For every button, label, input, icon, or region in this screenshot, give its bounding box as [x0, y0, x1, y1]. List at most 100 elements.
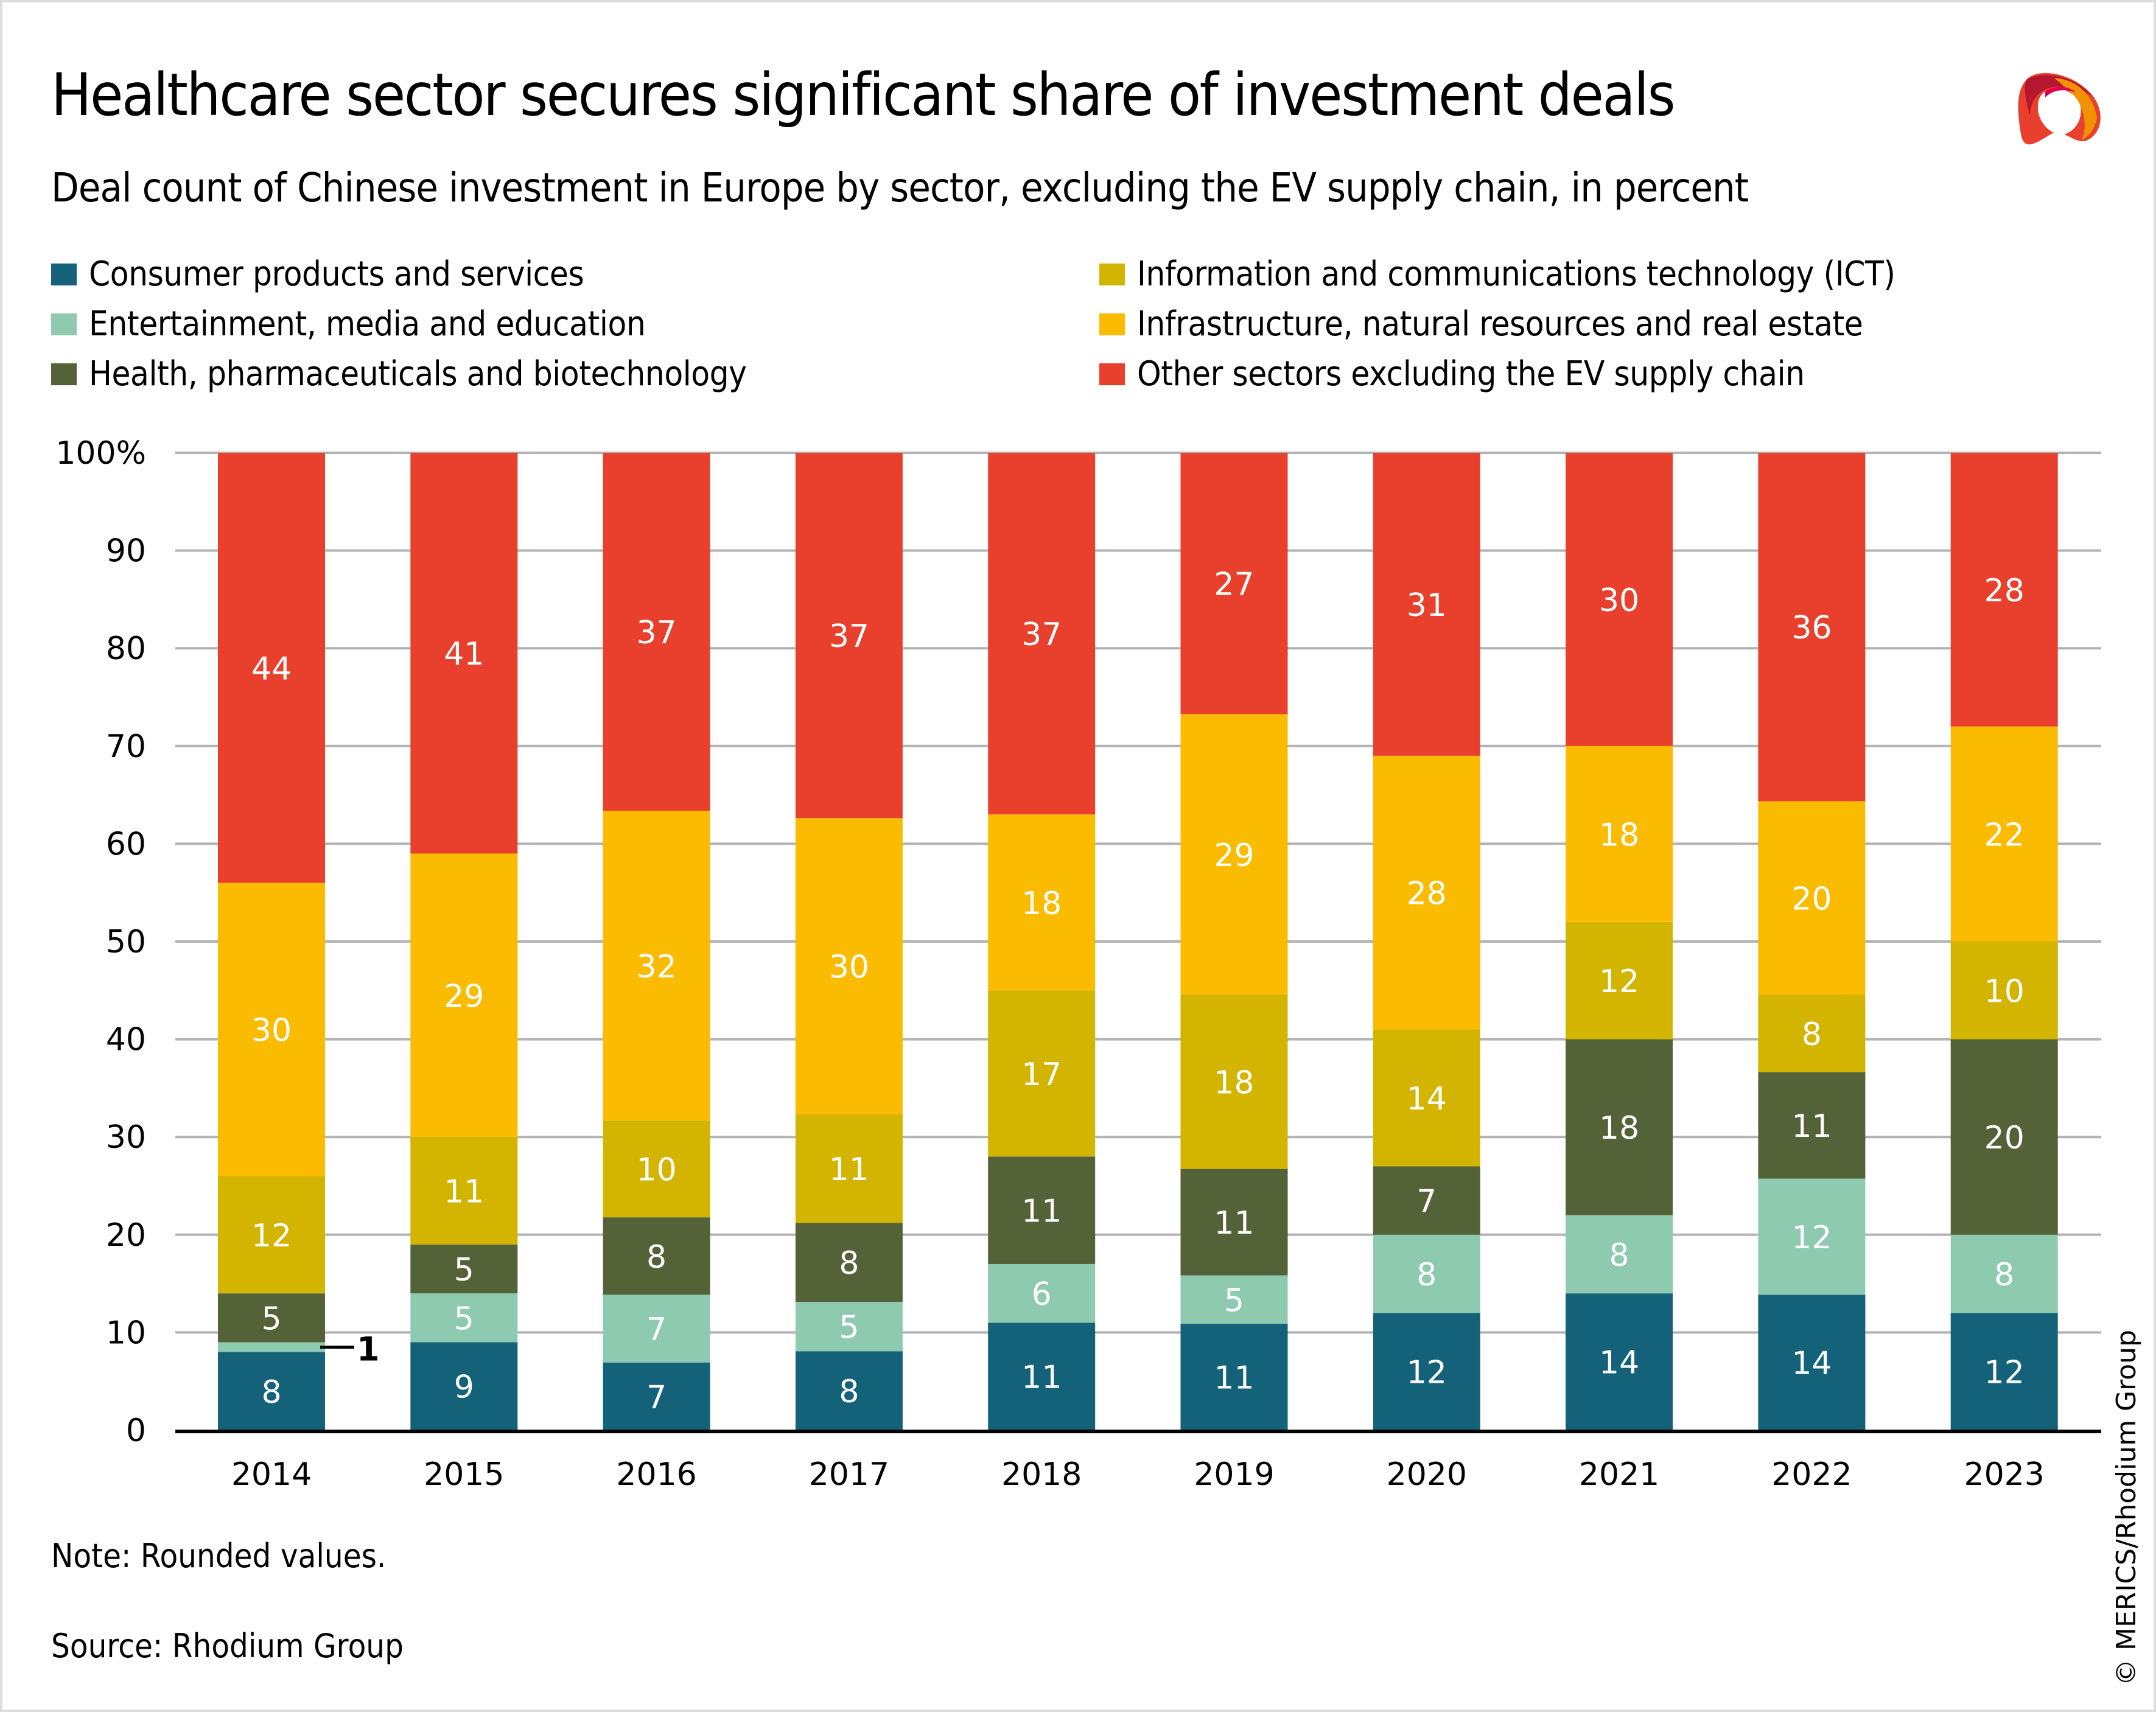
bar-segment [1373, 1166, 1480, 1235]
bar-segment [1950, 453, 2058, 727]
bar-segment [1373, 453, 1480, 756]
y-tick-label: 30 [106, 1119, 146, 1156]
x-tick-label: 2017 [809, 1456, 889, 1493]
bar-value-label: 8 [1802, 1016, 1822, 1053]
chart-note: Note: Rounded values. [51, 1537, 387, 1575]
bar-value-label: 11 [829, 1151, 869, 1188]
bar-segment [1180, 453, 1288, 714]
bar-segment [603, 453, 710, 811]
merics-logo-icon [2018, 73, 2101, 145]
legend-swatch [1099, 263, 1125, 285]
bar-segment [410, 453, 518, 854]
bar-value-label: 31 [1407, 587, 1447, 624]
bar-segment [1758, 1178, 1866, 1295]
bar-segment [1373, 755, 1480, 1030]
bar-value-label: 7 [646, 1379, 667, 1416]
bar-value-label: 37 [1021, 617, 1062, 653]
bar-value-label: 10 [1984, 973, 2025, 1010]
chart-subtitle: Deal count of Chinese investment in Euro… [51, 164, 1749, 211]
y-tick-label: 10 [106, 1315, 146, 1351]
bar-value-label: 37 [829, 618, 869, 655]
bar-segment [1566, 921, 1673, 1039]
bar-segment [603, 811, 710, 1121]
legend-swatch [1099, 313, 1125, 335]
bar-segment [218, 1342, 325, 1352]
bar-segment [1373, 1234, 1480, 1313]
bar-value-label: 14 [1791, 1346, 1832, 1382]
bar-segment [410, 1244, 518, 1294]
legend-item: Other sectors excluding the EV supply ch… [1099, 354, 1878, 394]
bar-value-label: 14 [1407, 1081, 1447, 1117]
chart-title: Healthcare sector secures significant sh… [51, 61, 1676, 129]
bar-value-label: 9 [454, 1369, 474, 1406]
bar-segment [1950, 1039, 2058, 1235]
bar-segment [1566, 1039, 1673, 1215]
bar-segment [1180, 1169, 1288, 1276]
bar-value-label: 11 [1214, 1360, 1254, 1397]
bar-value-label: 8 [1609, 1237, 1629, 1274]
bar-segment [218, 453, 325, 883]
bar-value-label: 11 [1214, 1205, 1254, 1242]
legend-label: Other sectors excluding the EV supply ch… [1137, 354, 1805, 394]
bar-value-label: 11 [1021, 1193, 1062, 1230]
bar-segment [988, 814, 1096, 991]
chart-source: Source: Rhodium Group [51, 1627, 404, 1665]
x-tick-label: 2019 [1194, 1456, 1274, 1493]
bar-segment [795, 1351, 903, 1430]
bar-value-label: 11 [444, 1174, 484, 1211]
bar-value-label: 28 [1407, 876, 1447, 912]
legend-label: Consumer products and services [89, 254, 584, 294]
bar-value-label: 20 [1984, 1120, 2025, 1156]
bar-value-label: 8 [1416, 1257, 1437, 1293]
bar-value-label: 32 [637, 949, 677, 985]
y-tick-label: 40 [106, 1022, 146, 1058]
bar-value-label: 36 [1791, 610, 1832, 646]
bar-value-label: 28 [1984, 573, 2025, 609]
bar-segment [1373, 1029, 1480, 1167]
bar-segment [988, 990, 1096, 1157]
y-tick-label: 90 [106, 533, 146, 570]
bar-value-label: 5 [839, 1310, 859, 1346]
legend-item: Information and communications technolog… [1099, 254, 1979, 294]
bar-value-label: 8 [261, 1374, 281, 1411]
bar-value-label: 7 [646, 1312, 667, 1348]
bar-value-label: 10 [637, 1152, 677, 1189]
bar-segment [410, 853, 518, 1137]
bar-value-label: 27 [1214, 567, 1254, 603]
bar-segment [795, 453, 903, 819]
bar-value-label: 12 [1599, 963, 1639, 1000]
x-tick-label: 2021 [1579, 1456, 1659, 1493]
legend-swatch [1099, 363, 1125, 385]
bar-segment [603, 1294, 710, 1363]
bar-segment [1180, 1275, 1288, 1324]
legend-label: Information and communications technolog… [1137, 254, 1895, 294]
bar-value-label: 5 [1224, 1282, 1244, 1319]
x-tick-label: 2022 [1771, 1456, 1852, 1493]
bar-segment [1950, 1313, 2058, 1430]
bar-segment [1758, 994, 1866, 1072]
bar-value-label: 17 [1021, 1057, 1062, 1093]
bar-segment [795, 1114, 903, 1223]
bar-segment [1566, 453, 1673, 746]
bar-segment [603, 1362, 710, 1430]
bar-segment [410, 1293, 518, 1343]
bar-segment [795, 1302, 903, 1352]
bar-segment [988, 1263, 1096, 1323]
bar-value-label: 30 [1599, 582, 1639, 619]
bar-value-label: 18 [1021, 886, 1062, 922]
bar-value-label: 12 [1984, 1355, 2025, 1391]
bar-value-label: 18 [1599, 817, 1639, 853]
bar-value-label: 8 [839, 1374, 859, 1410]
bar-value-label: 30 [251, 1013, 292, 1049]
bar-segment [603, 1120, 710, 1218]
y-tick-label: 70 [106, 728, 146, 765]
bar-value-label: 41 [444, 636, 484, 673]
bar-value-label: 6 [1032, 1276, 1052, 1313]
bar-segment [988, 453, 1096, 815]
bar-segment [410, 1342, 518, 1430]
bar-segment [1758, 1072, 1866, 1179]
bar-segment [1758, 453, 1866, 802]
y-tick-label: 100% [55, 435, 146, 472]
bar-segment [988, 1156, 1096, 1264]
copyright-notice: © MERICS/Rhodium Group [2111, 1330, 2142, 1686]
